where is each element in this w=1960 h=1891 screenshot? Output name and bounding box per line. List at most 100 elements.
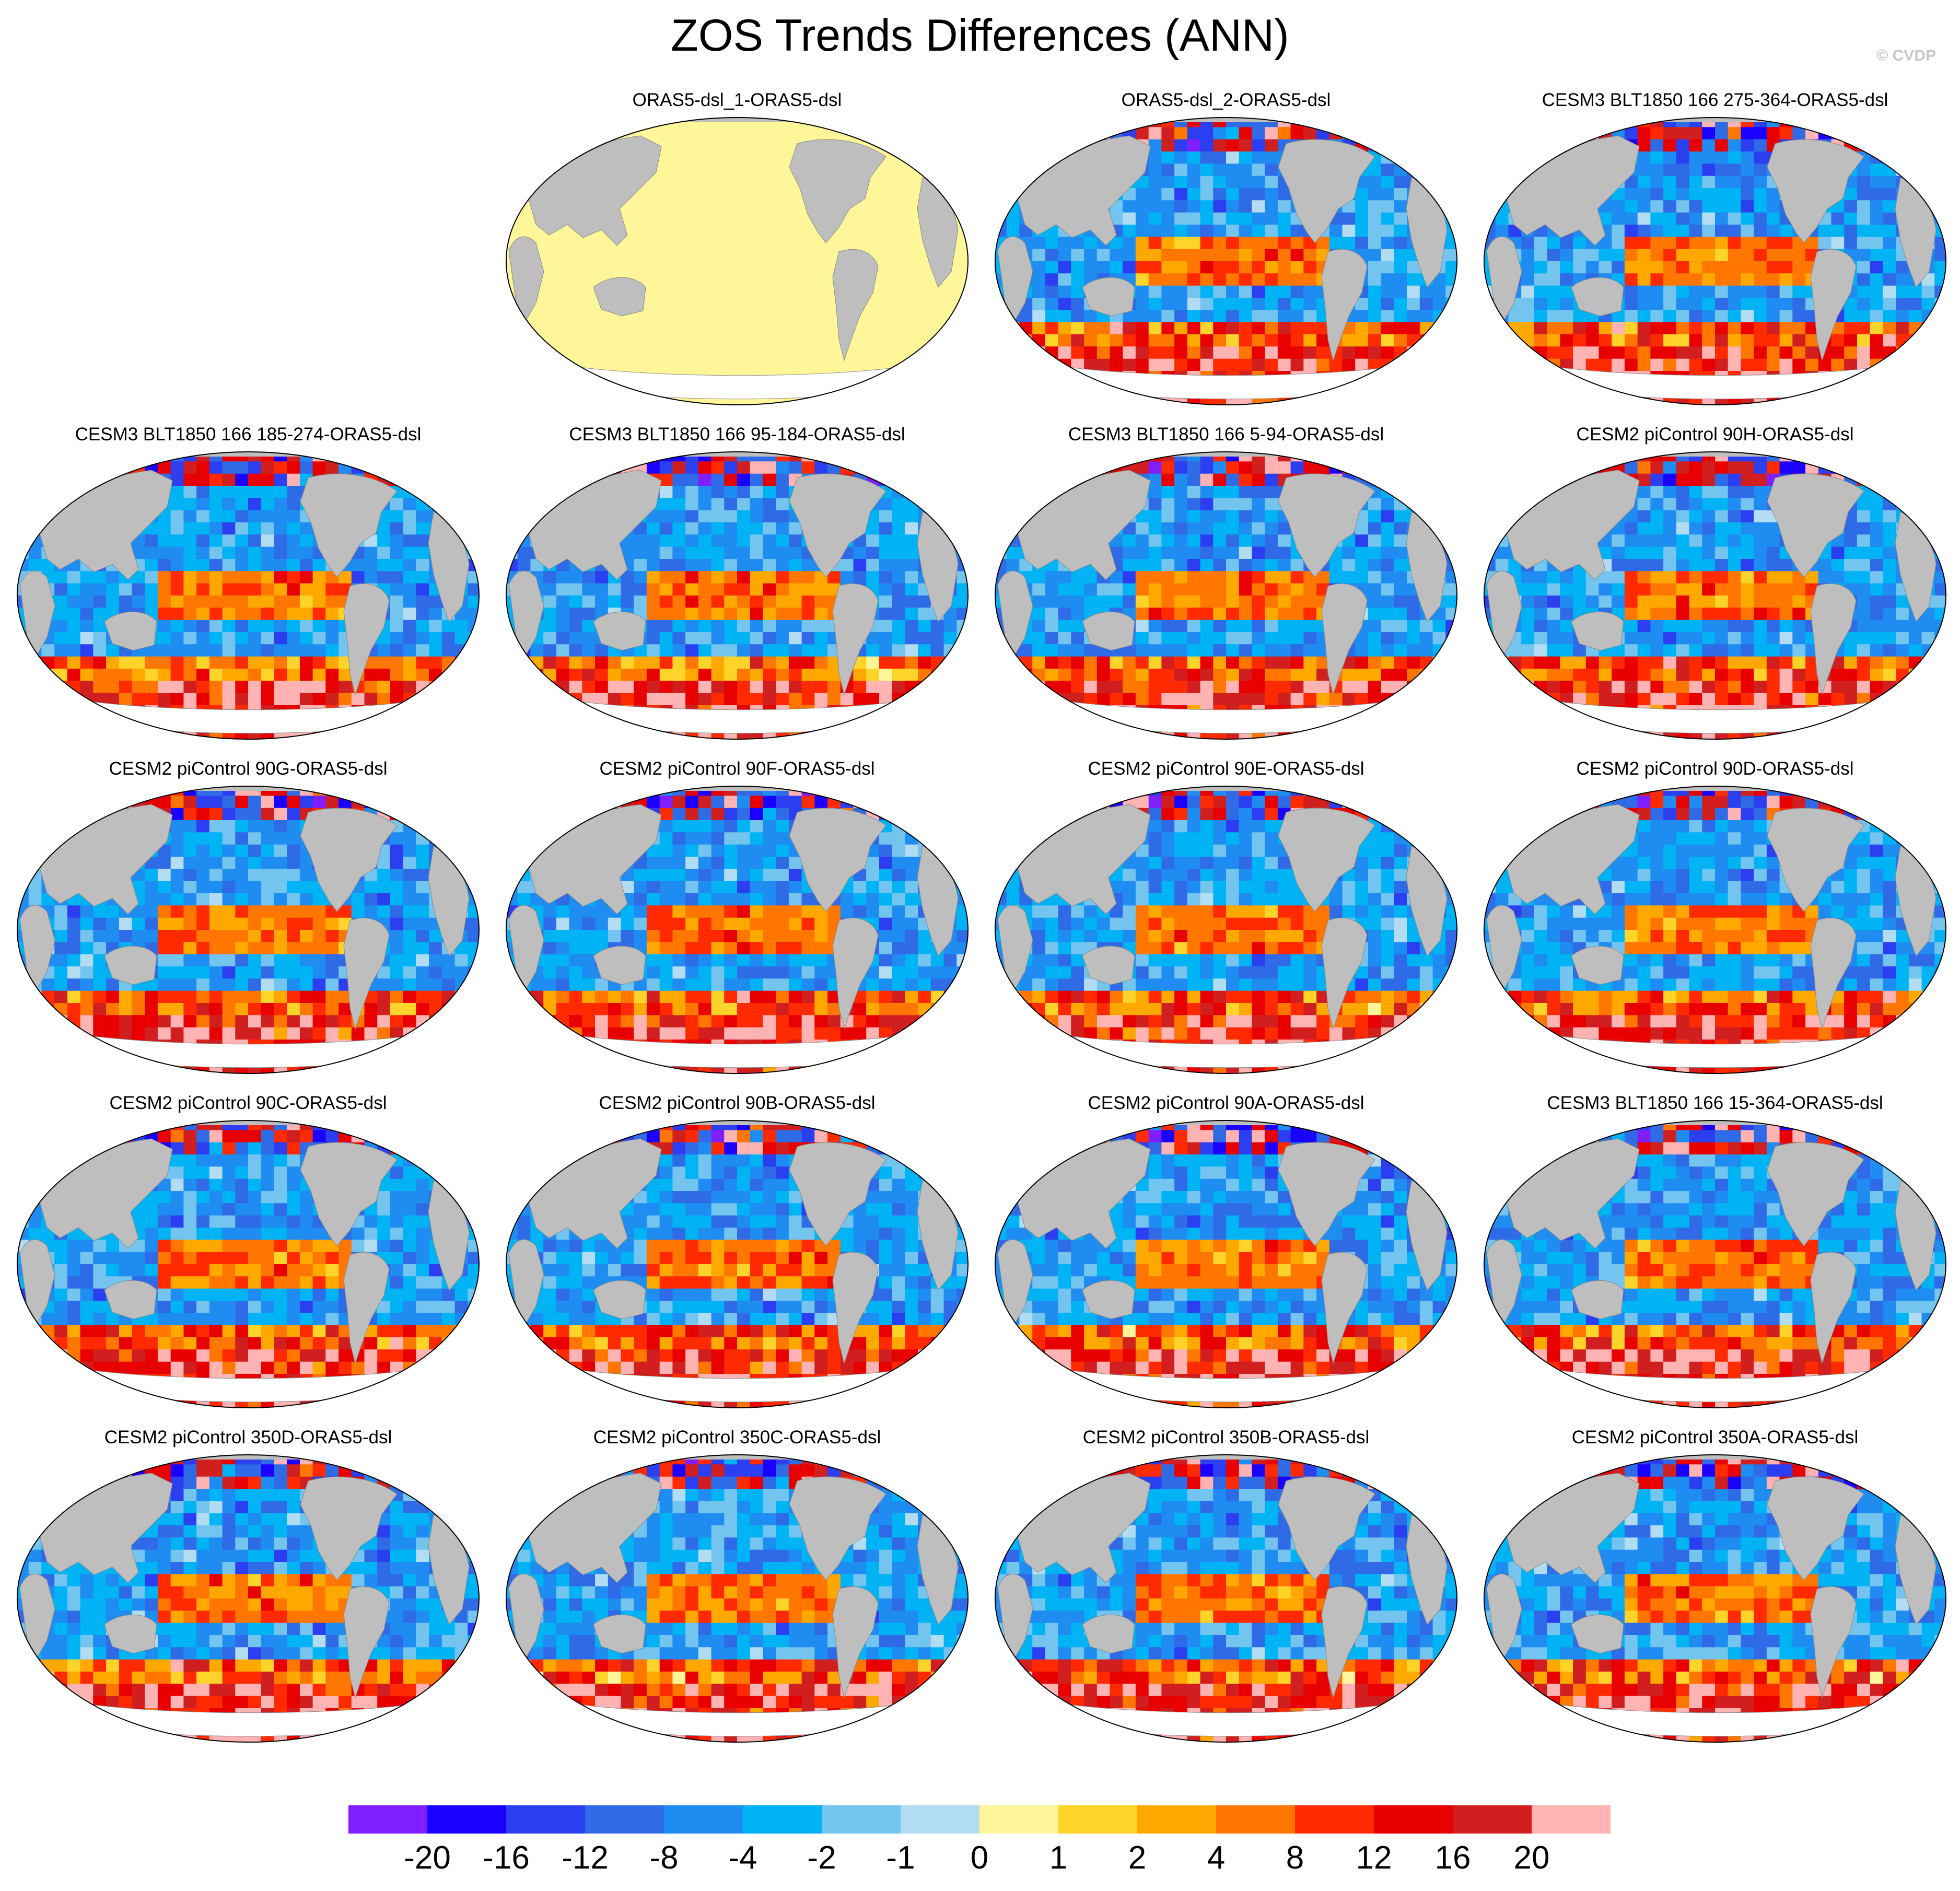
anomaly-cell bbox=[801, 693, 815, 706]
anomaly-cell bbox=[1355, 559, 1369, 571]
anomaly-cell bbox=[776, 693, 789, 706]
anomaly-cell bbox=[1084, 334, 1098, 347]
anomaly-cell bbox=[840, 452, 854, 462]
anomaly-cell bbox=[1689, 310, 1702, 323]
anomaly-cell bbox=[1857, 571, 1871, 584]
anomaly-cell bbox=[1715, 571, 1729, 584]
anomaly-cell bbox=[1754, 151, 1767, 164]
anomaly-cell bbox=[1148, 608, 1162, 621]
anomaly-cell bbox=[1123, 261, 1136, 274]
anomaly-cell bbox=[80, 452, 94, 462]
anomaly-cell bbox=[750, 583, 763, 596]
anomaly-cell bbox=[1715, 261, 1729, 274]
anomaly-cell bbox=[1508, 452, 1522, 462]
anomaly-cell bbox=[1161, 212, 1175, 225]
anomaly-cell bbox=[416, 620, 429, 633]
anomaly-cell bbox=[170, 510, 184, 523]
anomaly-cell bbox=[1161, 176, 1175, 189]
anomaly-cell bbox=[866, 681, 880, 694]
anomaly-cell bbox=[1508, 383, 1522, 396]
anomaly-cell bbox=[1135, 620, 1149, 633]
anomaly-cell bbox=[1689, 546, 1702, 559]
anomaly-cell bbox=[1394, 273, 1407, 286]
anomaly-cell bbox=[1754, 486, 1767, 498]
anomaly-cell bbox=[1381, 285, 1394, 298]
anomaly-cell bbox=[183, 522, 197, 535]
anomaly-cell bbox=[788, 669, 802, 681]
anomaly-cell bbox=[67, 620, 81, 633]
anomaly-cell bbox=[543, 693, 557, 706]
anomaly-cell bbox=[1534, 261, 1548, 274]
anomaly-cell bbox=[1432, 298, 1446, 310]
anomaly-cell bbox=[1445, 693, 1457, 706]
anomaly-cell bbox=[1096, 346, 1111, 359]
anomaly-cell bbox=[569, 461, 582, 474]
anomaly-cell bbox=[685, 510, 699, 523]
anomaly-cell bbox=[1135, 571, 1149, 584]
anomaly-cell bbox=[956, 461, 968, 474]
land-mass bbox=[997, 570, 1033, 657]
anomaly-cell bbox=[183, 669, 197, 681]
anomaly-cell bbox=[608, 452, 622, 462]
anomaly-cell bbox=[299, 571, 313, 584]
anomaly-cell bbox=[1316, 656, 1330, 669]
anomaly-cell bbox=[1148, 127, 1162, 140]
anomaly-cell bbox=[1870, 608, 1883, 621]
anomaly-cell bbox=[724, 632, 738, 645]
anomaly-cell bbox=[312, 656, 326, 669]
anomaly-cell bbox=[995, 452, 1007, 462]
anomaly-cell bbox=[1741, 237, 1754, 250]
anomaly-cell bbox=[1200, 176, 1214, 189]
anomaly-cell bbox=[339, 693, 352, 706]
anomaly-cell bbox=[1277, 273, 1291, 286]
anomaly-cell bbox=[1484, 176, 1496, 189]
anomaly-cell bbox=[1265, 310, 1278, 323]
anomaly-cell bbox=[377, 452, 391, 462]
anomaly-cell bbox=[905, 596, 918, 608]
anomaly-cell bbox=[1624, 452, 1638, 462]
anomaly-cell bbox=[892, 473, 905, 486]
anomaly-cell bbox=[1123, 596, 1136, 608]
anomaly-cell bbox=[1792, 452, 1806, 462]
anomaly-cell bbox=[1407, 118, 1420, 127]
anomaly-cell bbox=[646, 452, 660, 462]
anomaly-cell bbox=[698, 644, 712, 657]
anomaly-cell bbox=[1445, 346, 1457, 359]
anomaly-cell bbox=[995, 371, 1007, 383]
anomaly-cell bbox=[776, 669, 789, 681]
anomaly-cell bbox=[1006, 473, 1020, 486]
anomaly-cell bbox=[106, 669, 120, 681]
anomaly-cell bbox=[1071, 452, 1084, 462]
anomaly-cell bbox=[1200, 669, 1214, 681]
anomaly-cell bbox=[1006, 510, 1020, 523]
anomaly-cell bbox=[1303, 395, 1317, 405]
anomaly-cell bbox=[737, 498, 751, 511]
anomaly-cell bbox=[1084, 681, 1098, 694]
anomaly-cell bbox=[1445, 656, 1457, 669]
anomaly-cell bbox=[1585, 358, 1600, 371]
anomaly-cell bbox=[943, 681, 957, 694]
anomaly-cell bbox=[1252, 127, 1265, 140]
anomaly-cell bbox=[209, 596, 223, 608]
anomaly-cell bbox=[1766, 620, 1780, 633]
anomaly-cell bbox=[1831, 237, 1845, 250]
anomaly-cell bbox=[1883, 596, 1896, 608]
anomaly-cell bbox=[468, 486, 479, 498]
anomaly-cell bbox=[1381, 705, 1394, 718]
anomaly-cell bbox=[1612, 225, 1625, 237]
anomaly-cell bbox=[646, 693, 660, 706]
anomaly-cell bbox=[157, 559, 171, 571]
anomaly-cell bbox=[1715, 498, 1729, 511]
anomaly-cell bbox=[1187, 139, 1201, 152]
anomaly-cell bbox=[1213, 285, 1227, 298]
anomaly-cell bbox=[1689, 298, 1702, 310]
anomaly-cell bbox=[454, 729, 468, 739]
anomaly-cell bbox=[1728, 310, 1741, 323]
anomaly-cell bbox=[390, 681, 404, 694]
anomaly-cell bbox=[506, 546, 518, 559]
anomaly-cell bbox=[1355, 237, 1369, 250]
anomaly-cell bbox=[1058, 273, 1071, 286]
anomaly-cell bbox=[222, 656, 236, 669]
anomaly-cell bbox=[556, 693, 570, 706]
anomaly-cell bbox=[1381, 534, 1394, 547]
